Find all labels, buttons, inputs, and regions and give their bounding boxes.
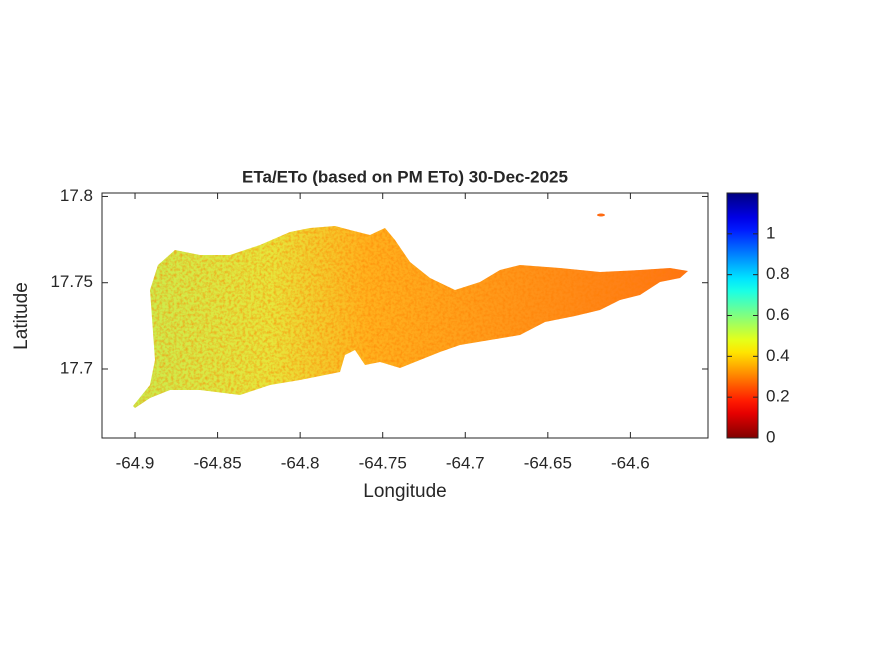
islet: [597, 213, 605, 217]
y-tick-label: 17.7: [60, 358, 93, 377]
x-tick-label: -64.9: [116, 453, 155, 472]
colorbar-tick-label: 0.6: [766, 305, 790, 324]
x-tick-label: -64.85: [193, 453, 241, 472]
y-axis-label: Latitude: [11, 282, 32, 350]
colorbar-tick-label: 0: [766, 427, 775, 446]
colorbar: [726, 192, 759, 439]
axes-box: [101, 192, 709, 439]
x-tick-label: -64.75: [359, 453, 407, 472]
x-tick-label: -64.7: [446, 453, 485, 472]
land-texture: [133, 226, 688, 408]
colorbar-tick-label: 0.2: [766, 387, 790, 406]
colorbar-tick-label: 1: [766, 223, 775, 242]
x-tick-label: -64.6: [611, 453, 650, 472]
x-tick-label: -64.8: [281, 453, 320, 472]
y-tick-label: 17.75: [50, 272, 93, 291]
colorbar-tick-label: 0.4: [766, 346, 790, 365]
y-tick-label: 17.8: [60, 186, 93, 205]
island: [133, 213, 688, 408]
x-tick-label: -64.65: [524, 453, 572, 472]
chart-title: ETa/ETo (based on PM ETo) 30-Dec-2025: [242, 167, 568, 186]
x-axis-label: Longitude: [363, 481, 446, 502]
colorbar-tick-label: 0.8: [766, 264, 790, 283]
